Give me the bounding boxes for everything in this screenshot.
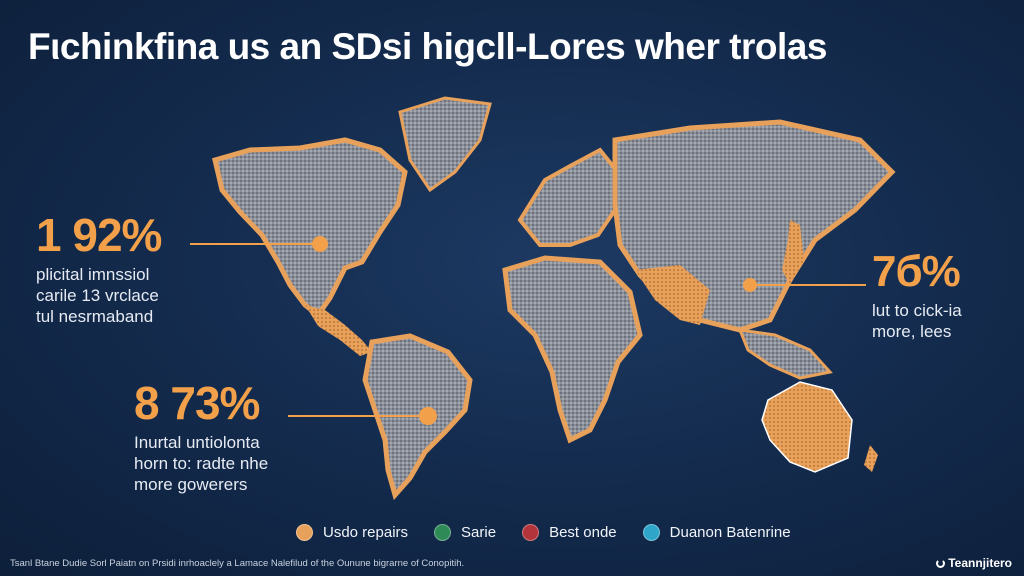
legend-label: Duanon Batenrine	[669, 524, 791, 541]
map-legend: Usdo repairs Sarie Best onde Duanon Bate…	[296, 524, 791, 541]
land-south-asia	[635, 265, 710, 325]
callout-line: Inurtal untiolonta	[134, 433, 260, 452]
land-europe	[517, 147, 623, 247]
callout-line: carile 13 vrclace	[36, 286, 159, 305]
land-africa	[502, 255, 643, 444]
green-dot-icon	[434, 524, 452, 541]
legend-label: Sarie	[461, 524, 497, 541]
cyan-dot-icon	[642, 524, 660, 541]
legend-item: Duanon Batenrine	[642, 524, 791, 541]
land-new-zealand	[864, 445, 878, 472]
callout-line: more gowerers	[134, 475, 248, 494]
footer-source-note: Tsanl Btane Dudie Sorl Paiatn on Prsidi …	[10, 558, 465, 569]
callout-value: 8 73%	[134, 377, 260, 429]
callout-south-america: 8 73% Inurtal untiolonta horn to: radte …	[134, 380, 268, 495]
land-japan	[782, 220, 804, 285]
brand-icon	[936, 558, 946, 568]
land-central-america	[305, 305, 372, 356]
orange-dot-icon	[296, 524, 313, 541]
legend-item: Usdo repairs	[296, 524, 408, 541]
callout-line: tul nesrmaband	[36, 307, 154, 326]
brand-name: Teannjitero	[948, 556, 1012, 570]
callout-line: plicital imnssiol	[36, 265, 150, 284]
land-greenland	[398, 96, 492, 193]
callout-line: more, lees	[872, 322, 952, 341]
callout-line: lut to cick-ia	[872, 301, 962, 320]
brand-logo: Teannjitero	[936, 556, 1012, 570]
land-north-america	[212, 137, 408, 319]
callout-description: plicital imnssiol carile 13 vrclace tul …	[36, 264, 161, 327]
land-southeast-asia	[737, 328, 833, 380]
callout-value: 7б%	[872, 247, 961, 296]
callout-line: horn to: radte nhe	[134, 454, 269, 473]
legend-item: Best onde	[522, 524, 617, 541]
marker-north-america	[312, 236, 328, 252]
legend-label: Usdo repairs	[323, 524, 409, 541]
callout-value: 1 92%	[36, 209, 162, 261]
marker-south-america	[419, 407, 437, 425]
callout-description: lut to cick-ia more, lees	[872, 300, 962, 342]
land-australia	[761, 381, 853, 473]
marker-asia	[743, 278, 757, 292]
legend-label: Best onde	[549, 524, 617, 541]
red-dot-icon	[522, 524, 540, 541]
callout-north-america: 1 92% plicital imnssiol carile 13 vrclac…	[36, 209, 162, 327]
callout-description: Inurtal untiolonta horn to: radte nhe mo…	[134, 432, 268, 495]
map-title: Fιchinkfina us an SDsi higcll-Lores wher…	[28, 26, 827, 67]
callout-asia: 7б% lut to cick-ia more, lees	[872, 250, 962, 342]
legend-item: Sarie	[434, 524, 496, 541]
